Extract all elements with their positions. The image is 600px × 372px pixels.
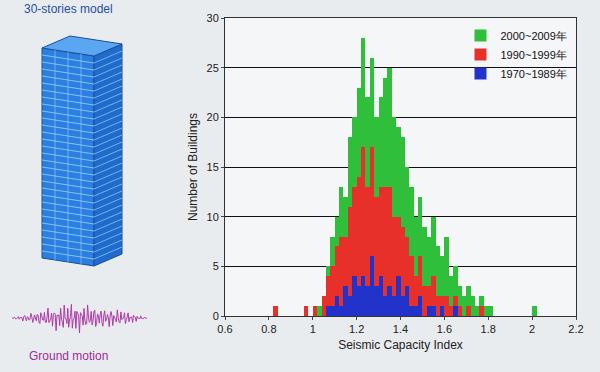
- svg-text:1: 1: [310, 323, 316, 335]
- svg-text:0.6: 0.6: [217, 323, 232, 335]
- svg-text:1.6: 1.6: [437, 323, 452, 335]
- svg-text:2000~2009年: 2000~2009年: [500, 30, 566, 42]
- svg-text:1970~1989年: 1970~1989年: [500, 68, 566, 80]
- svg-text:1990~1999年: 1990~1999年: [500, 49, 566, 61]
- svg-text:2.2: 2.2: [568, 323, 583, 335]
- svg-text:20: 20: [207, 111, 219, 123]
- svg-text:0.8: 0.8: [261, 323, 276, 335]
- svg-text:1.2: 1.2: [349, 323, 364, 335]
- svg-text:10: 10: [207, 211, 219, 223]
- svg-text:Seismic Capacity Index: Seismic Capacity Index: [338, 338, 463, 352]
- svg-text:1.8: 1.8: [481, 323, 496, 335]
- svg-text:30-stories model: 30-stories model: [24, 2, 113, 16]
- svg-text:1.4: 1.4: [393, 323, 408, 335]
- svg-text:Ground motion: Ground motion: [29, 349, 108, 363]
- svg-text:5: 5: [213, 260, 219, 272]
- svg-text:0: 0: [213, 310, 219, 322]
- svg-text:2: 2: [529, 323, 535, 335]
- svg-text:15: 15: [207, 161, 219, 173]
- svg-text:Number of Buildings: Number of Buildings: [186, 113, 200, 221]
- svg-text:30: 30: [207, 12, 219, 24]
- svg-text:25: 25: [207, 62, 219, 74]
